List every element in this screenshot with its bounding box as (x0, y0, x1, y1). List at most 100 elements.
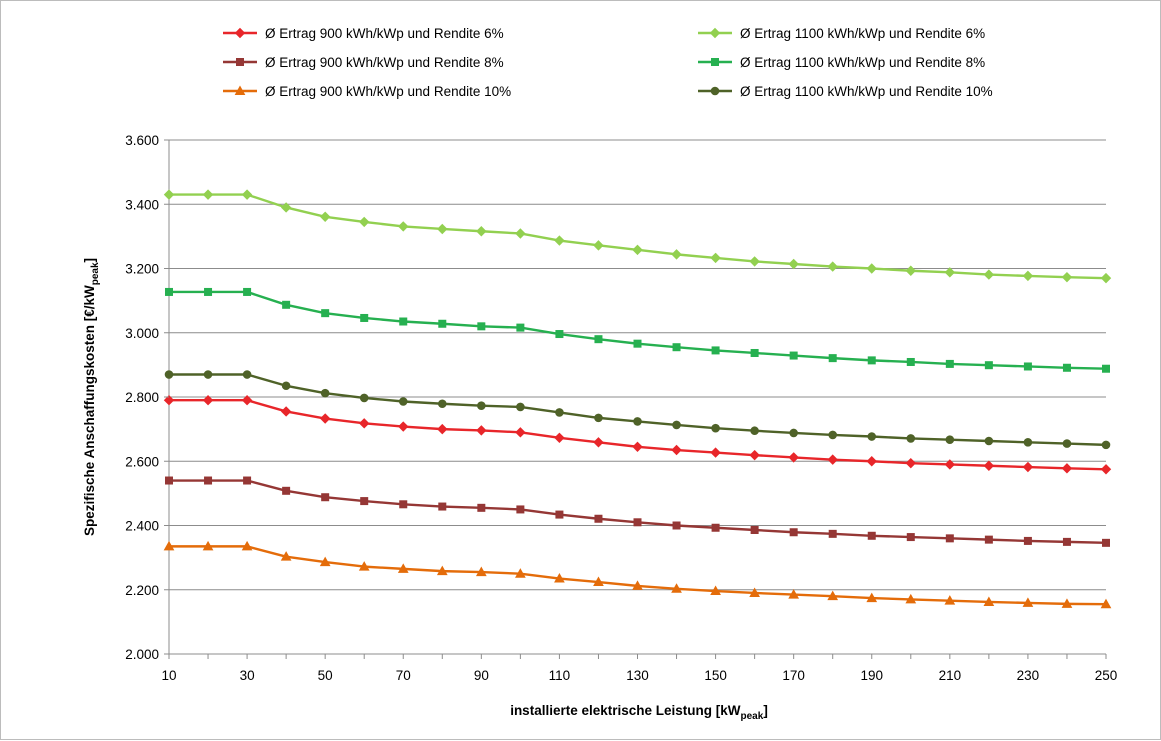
data-point-series-1 (710, 447, 721, 458)
data-point-series-2 (672, 521, 681, 530)
legend-entry-label: Ø Ertrag 900 kWh/kWp und Rendite 6% (265, 26, 504, 41)
data-point-series-6 (906, 434, 916, 443)
data-point-series-1 (905, 457, 916, 469)
data-point-series-3 (788, 589, 800, 599)
x-axis-title-main: installierte elektrische Leistung [kW (510, 703, 741, 718)
data-point-series-6 (398, 397, 408, 406)
data-point-series-1 (827, 454, 838, 465)
legend-entry-label: Ø Ertrag 1100 kWh/kWp und Rendite 8% (740, 55, 985, 70)
data-point-series-1 (593, 437, 604, 448)
data-point-series-4 (202, 189, 214, 200)
x-tick-label: 170 (782, 668, 805, 683)
data-point-series-3 (397, 563, 409, 573)
y-tick-label: 3.200 (125, 262, 159, 277)
data-point-series-2 (282, 486, 291, 495)
series-line-5 (169, 290, 1107, 370)
data-point-series-5 (360, 313, 369, 322)
data-point-series-2 (594, 514, 603, 523)
data-point-series-2 (1102, 538, 1110, 547)
data-point-series-5 (282, 300, 291, 309)
data-point-series-2 (516, 505, 525, 514)
x-axis-ticks: 10 30 50 70 90 110 130 150 170 190 210 230 250 (161, 654, 1117, 683)
data-point-series-5 (399, 317, 408, 326)
data-point-series-6 (164, 370, 174, 379)
data-point-series-5 (984, 361, 993, 370)
y-axis-title: Spezifische Anschaffungskosten [€/kWpeak… (82, 258, 101, 536)
legend-entry-label: Ø Ertrag 900 kWh/kWp und Rendite 10% (265, 84, 511, 99)
data-point-series-6 (1023, 437, 1033, 447)
data-point-series-6 (555, 408, 564, 417)
data-point-series-1 (515, 427, 526, 438)
data-point-series-3 (866, 592, 878, 603)
data-point-series-3 (358, 561, 370, 571)
legend-swatch-marker (234, 85, 246, 95)
data-point-series-1 (866, 456, 877, 467)
data-point-series-5 (867, 356, 876, 365)
x-tick-label: 110 (549, 668, 571, 683)
data-point-series-3 (905, 593, 917, 604)
data-point-series-4 (554, 235, 565, 246)
x-tick-label: 90 (474, 668, 489, 683)
data-point-series-4 (866, 263, 877, 274)
data-point-series-4 (163, 189, 175, 200)
data-point-series-5 (672, 343, 681, 352)
data-point-series-4 (1100, 272, 1112, 284)
x-tick-label: 70 (396, 668, 411, 683)
data-point-series-3 (1022, 597, 1034, 607)
data-point-series-2 (438, 502, 447, 511)
y-tick-label: 2.600 (125, 454, 159, 469)
data-point-series-4 (398, 221, 409, 232)
data-point-series-3 (749, 587, 760, 597)
data-point-series-6 (672, 420, 681, 430)
data-point-series-3 (319, 556, 331, 567)
data-point-series-2 (165, 476, 173, 485)
data-point-series-1 (1022, 461, 1034, 473)
data-point-series-6 (1101, 440, 1111, 450)
y-tick-label: 2.200 (125, 583, 159, 598)
legend: Ø Ertrag 900 kWh/kWp und Rendite 6% Ø Ert… (223, 26, 993, 99)
y-tick-label: 3.400 (125, 197, 159, 212)
x-tick-label: 150 (704, 668, 727, 683)
y-tick-label: 2.800 (125, 390, 159, 405)
x-tick-label: 30 (240, 668, 255, 683)
data-point-series-6 (789, 428, 798, 438)
data-point-series-1 (398, 421, 409, 432)
data-point-series-2 (750, 525, 759, 534)
data-point-series-3 (1100, 598, 1112, 609)
x-axis-title: installierte elektrische Leistung [kWpea… (510, 703, 768, 722)
data-point-series-5 (438, 319, 447, 328)
x-axis-title-end: ] (763, 703, 768, 718)
data-point-series-3 (515, 568, 526, 578)
data-point-series-1 (983, 460, 995, 471)
data-point-series-2 (984, 535, 993, 544)
data-point-series-5 (204, 287, 213, 296)
data-point-series-6 (242, 370, 252, 379)
legend-swatch-marker (234, 27, 246, 39)
series-line-3 (169, 545, 1107, 606)
data-point-series-5 (945, 359, 954, 368)
data-point-series-2 (867, 531, 876, 540)
data-point-series-2 (1062, 537, 1071, 546)
data-point-series-5 (477, 322, 486, 331)
data-point-series-2 (945, 534, 954, 543)
data-point-series-4 (359, 216, 370, 228)
data-point-series-4 (1022, 270, 1034, 282)
data-point-series-1 (437, 423, 448, 435)
data-point-series-6 (437, 399, 447, 409)
x-tick-label: 130 (626, 668, 649, 683)
data-point-series-6 (203, 370, 213, 379)
data-point-series-5 (711, 346, 720, 355)
x-tick-label: 190 (860, 668, 883, 683)
data-point-series-3 (280, 551, 292, 561)
data-point-series-1 (241, 395, 253, 406)
data-point-series-3 (1061, 598, 1073, 608)
data-point-series-6 (477, 401, 486, 410)
data-point-series-5 (828, 354, 837, 363)
data-point-series-1 (319, 413, 331, 424)
data-point-series-2 (633, 518, 642, 527)
data-point-series-1 (554, 432, 565, 444)
data-point-series-6 (320, 388, 330, 398)
data-point-series-1 (749, 449, 760, 461)
x-tick-label: 210 (939, 668, 962, 683)
